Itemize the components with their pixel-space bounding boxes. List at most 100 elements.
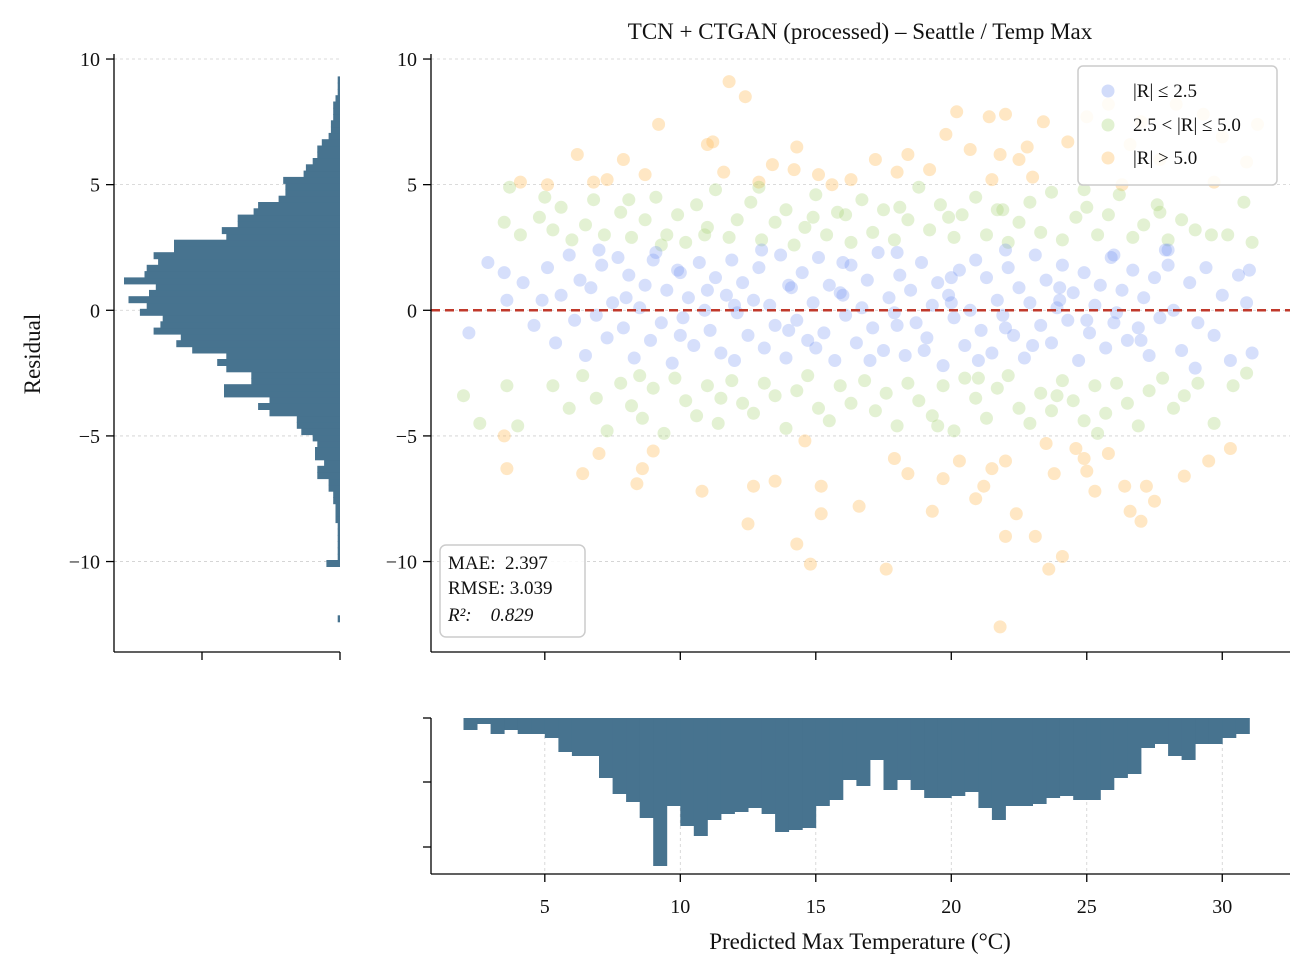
histogram-bar: [269, 396, 340, 404]
scatter-point: [646, 444, 660, 458]
scatter-point: [757, 341, 771, 355]
y-tick-label: 10: [80, 49, 100, 71]
histogram-bar: [1059, 718, 1074, 796]
scatter-panel: 10 5 0 −5 −10 |R| ≤ 2.5 2.5 < |R| ≤ 5.0 |R| …: [386, 49, 1290, 660]
scatter-point: [1007, 328, 1021, 342]
scatter-point: [554, 200, 568, 214]
scatter-point: [1072, 354, 1086, 367]
scatter-point: [1134, 514, 1148, 528]
scatter-point: [947, 230, 961, 244]
histogram-bar: [1019, 718, 1033, 806]
stats-box-frame: [439, 544, 586, 638]
scatter-point: [836, 288, 850, 302]
scatter-point: [787, 163, 801, 177]
scatter-point: [554, 288, 568, 302]
scatter-point: [868, 153, 882, 166]
scatter-point: [836, 256, 850, 269]
scatter-point: [817, 326, 831, 340]
histogram-bar: [330, 120, 340, 128]
histogram-bar: [1222, 718, 1237, 738]
y-axis-label: Residual: [20, 314, 45, 395]
scatter-point: [1050, 389, 1064, 403]
scatter-point: [1045, 185, 1058, 199]
scatter-point: [1161, 258, 1175, 272]
scatter-point: [541, 178, 554, 192]
scatter-point: [747, 293, 760, 307]
histogram-bar: [788, 718, 803, 830]
scatter-point: [695, 484, 709, 498]
scatter-point: [1028, 248, 1042, 262]
histogram-bar: [1127, 718, 1142, 774]
scatter-point: [936, 472, 950, 486]
scatter-point: [1131, 419, 1145, 433]
residual-histogram-bars: [124, 76, 340, 623]
scatter-point: [1120, 333, 1134, 347]
histogram-bar: [335, 95, 340, 103]
histogram-bar: [337, 88, 340, 96]
scatter-point: [1083, 326, 1096, 340]
legend-marker-low: [1101, 84, 1115, 98]
histogram-bar: [337, 541, 340, 549]
scatter-point: [1034, 225, 1048, 239]
histogram-bar: [775, 718, 790, 832]
histogram-bar: [748, 718, 762, 808]
scatter-point: [1055, 374, 1069, 388]
scatter-point: [1158, 243, 1172, 257]
scatter-point: [600, 424, 614, 438]
scatter-point: [1045, 404, 1058, 418]
histogram-bar: [680, 718, 695, 826]
scatter-point: [1036, 115, 1050, 129]
histogram-bar: [176, 340, 340, 348]
histogram-bar: [317, 472, 340, 480]
scatter-point: [923, 223, 937, 237]
prediction-histogram-panel: 5 10 15 20 25 30 Predicted Max Temperature (°…: [423, 717, 1290, 954]
scatter-point: [1183, 276, 1197, 290]
scatter-point: [1126, 263, 1140, 277]
scatter-point: [784, 281, 798, 295]
histogram-bar: [734, 718, 749, 812]
y-tick-label: −5: [396, 426, 417, 448]
scatter-point: [1093, 278, 1107, 292]
scatter-point: [999, 529, 1012, 543]
scatter-point: [879, 386, 893, 400]
scatter-point: [546, 379, 560, 393]
histogram-bar: [328, 484, 340, 492]
scatter-point: [806, 210, 820, 224]
scatter-point: [589, 391, 603, 405]
histogram-bar: [571, 718, 586, 756]
scatter-point: [790, 384, 804, 398]
scatter-point: [473, 416, 487, 430]
scatter-point: [1023, 416, 1037, 430]
scatter-point: [573, 273, 587, 287]
scatter-point: [893, 200, 907, 214]
scatter-point: [755, 233, 769, 247]
histogram-bar: [910, 718, 925, 790]
scatter-point: [565, 233, 579, 247]
histogram-bar: [312, 158, 340, 165]
histogram-bar: [856, 718, 871, 786]
histogram-bar: [337, 82, 340, 90]
scatter-point: [500, 462, 514, 476]
y-tick-label: 0: [407, 300, 417, 322]
scatter-point: [638, 213, 652, 227]
scatter-point: [687, 339, 701, 352]
histogram-bar: [174, 239, 340, 247]
histogram-bar: [321, 139, 340, 147]
prediction-x-ticks: 5 10 15 20 25 30: [540, 874, 1232, 918]
histogram-bar: [720, 718, 735, 814]
scatter-point: [866, 321, 880, 335]
histogram-bar: [180, 333, 340, 341]
histogram-bar: [1086, 718, 1101, 800]
scatter-point: [1069, 442, 1083, 455]
histogram-bar: [317, 151, 340, 159]
scatter-point: [644, 333, 657, 347]
scatter-point: [768, 389, 782, 403]
scatter-point: [801, 369, 815, 383]
scatter-point: [1023, 296, 1037, 310]
histogram-bar: [666, 718, 681, 806]
scatter-point: [719, 288, 733, 302]
scatter-point: [844, 235, 858, 249]
scatter-point: [993, 148, 1007, 161]
scatter-point: [497, 215, 511, 229]
scatter-point: [614, 376, 628, 390]
